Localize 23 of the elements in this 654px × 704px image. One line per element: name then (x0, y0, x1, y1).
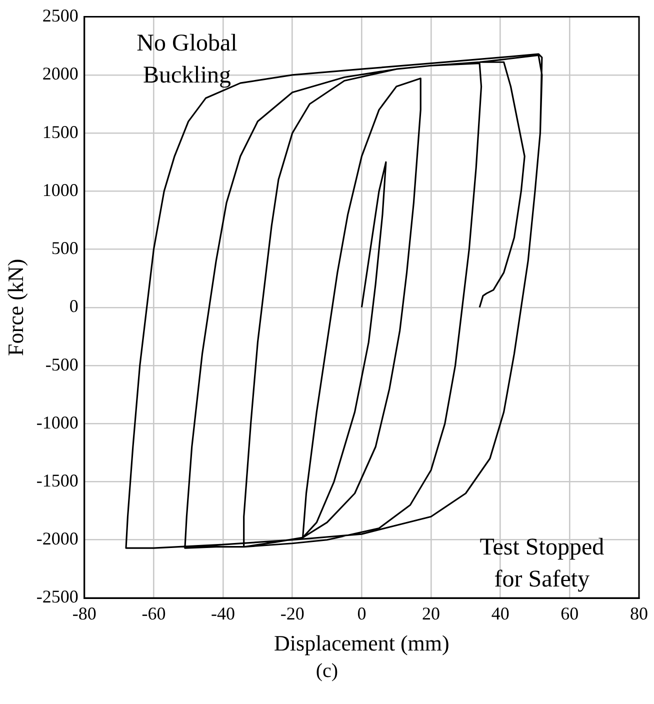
y-axis-title: Force (kN) (2, 258, 28, 356)
x-tick-label: 80 (630, 604, 648, 624)
y-tick-label: 500 (51, 238, 78, 258)
y-tick-label: 0 (69, 296, 78, 316)
annotation: No Global Buckling (136, 30, 238, 88)
x-axis-title: Displacement (mm) (274, 630, 450, 656)
y-tick-label: -1500 (36, 470, 78, 490)
y-tick-label: -2000 (36, 528, 78, 549)
y-tick-label: -500 (45, 354, 78, 374)
x-tick-label: -20 (280, 604, 304, 624)
x-tick-label: 40 (491, 604, 510, 624)
annotation: Test Stopped for Safety (480, 534, 604, 592)
x-tick-label: -60 (142, 604, 166, 624)
y-tick-label: 1000 (42, 180, 78, 200)
x-tick-label: 60 (560, 604, 579, 624)
y-tick-label: 2500 (42, 6, 78, 26)
y-tick-label: 1500 (42, 122, 78, 142)
x-tick-label: 0 (357, 604, 366, 624)
y-tick-label: 2000 (42, 64, 78, 84)
y-tick-label: -1000 (36, 412, 78, 432)
text: (c) (314, 660, 340, 683)
x-tick-label: -40 (211, 604, 236, 624)
x-tick-label: 20 (422, 604, 440, 624)
